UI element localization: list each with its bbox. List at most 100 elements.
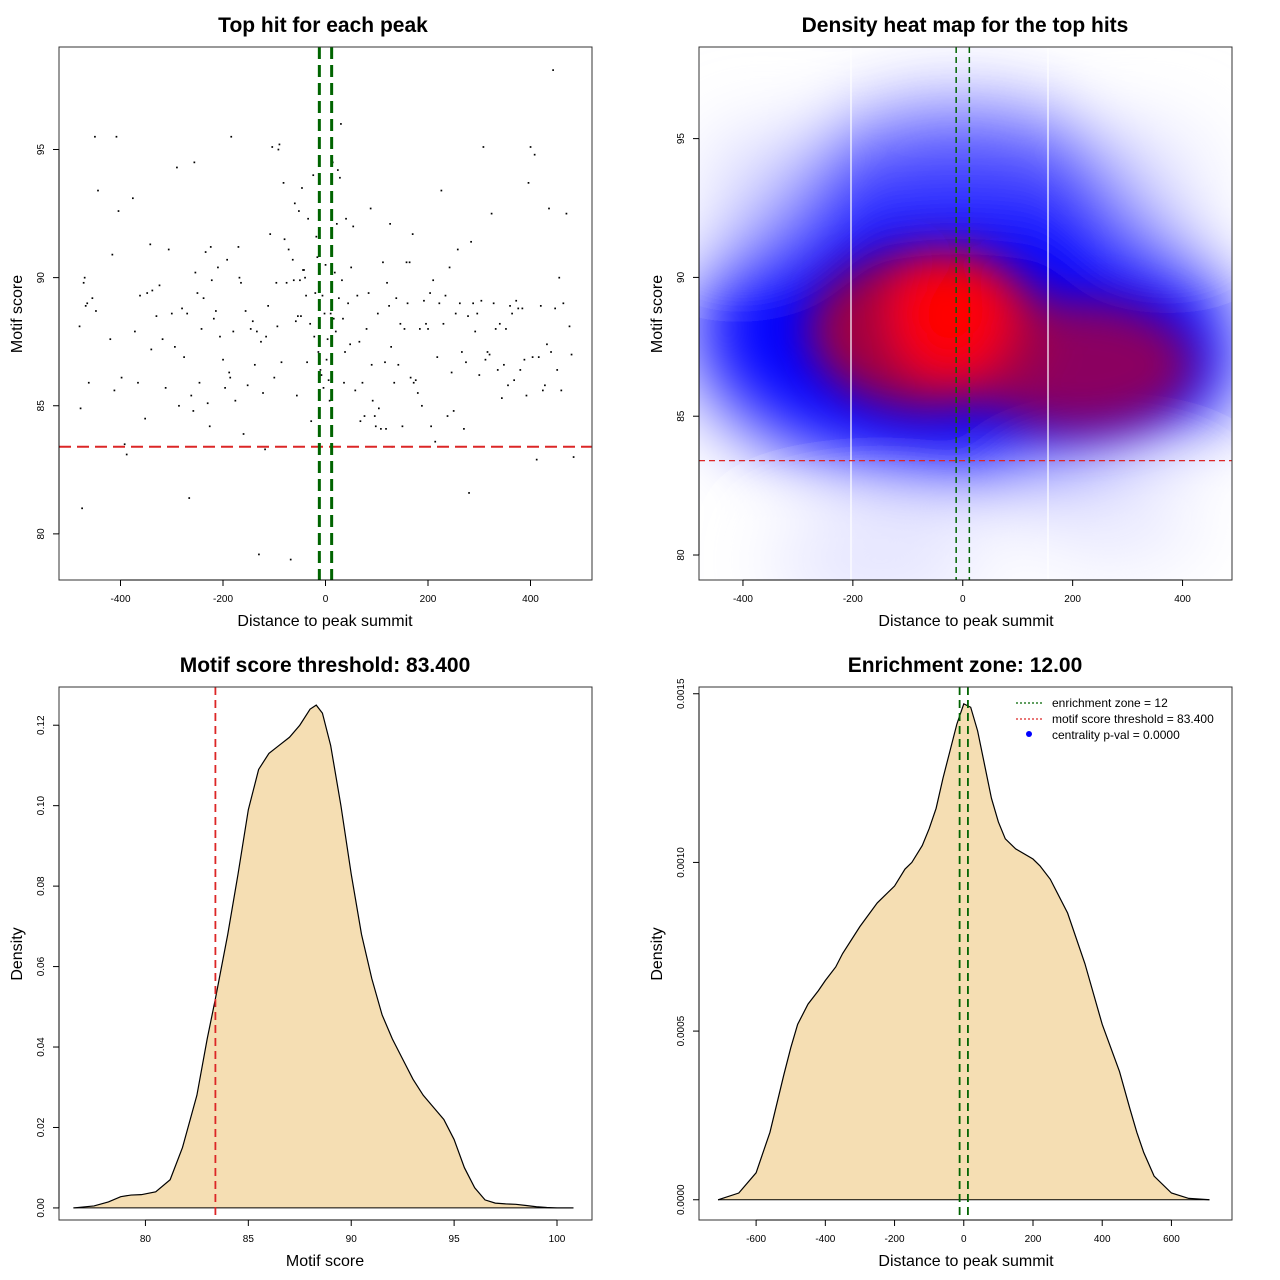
scatter-point bbox=[292, 279, 295, 282]
scatter-point bbox=[482, 146, 485, 148]
scatter-point bbox=[339, 176, 341, 179]
scatter-point bbox=[531, 356, 534, 358]
scatter-point bbox=[212, 317, 215, 320]
distance-density-panel: Enrichment zone: 12.00 -600 -400 -200 0 200 4… bbox=[649, 654, 1233, 1270]
y-axis: 80 85 90 95 bbox=[36, 144, 60, 539]
scatter-point bbox=[440, 189, 443, 192]
scatter-point bbox=[312, 174, 315, 177]
x-tick-label: 85 bbox=[243, 1234, 255, 1245]
scatter-point bbox=[535, 458, 538, 461]
scatter-point bbox=[338, 297, 340, 300]
y-tick-label: 0.06 bbox=[36, 956, 47, 976]
scatter-point bbox=[344, 351, 346, 353]
scatter-point bbox=[87, 381, 90, 384]
scatter-point bbox=[320, 374, 323, 376]
scatter-point bbox=[494, 328, 497, 330]
scatter-point bbox=[82, 281, 85, 284]
scatter-point bbox=[170, 312, 173, 315]
scatter-points bbox=[78, 69, 575, 561]
scatter-point bbox=[403, 328, 406, 330]
scatter-point bbox=[313, 335, 316, 338]
scatter-point bbox=[158, 284, 161, 287]
scatter-point bbox=[467, 315, 469, 317]
scatter-point bbox=[465, 361, 467, 364]
scatter-point bbox=[310, 420, 313, 423]
scatter-point bbox=[296, 394, 298, 397]
scatter-point bbox=[234, 399, 237, 402]
scatter-point bbox=[327, 379, 330, 382]
scatter-point bbox=[149, 243, 152, 246]
scatter-point bbox=[486, 351, 489, 353]
scatter-point bbox=[115, 135, 118, 138]
scatter-point bbox=[432, 279, 435, 282]
scatter-point bbox=[558, 276, 561, 279]
scatter-point bbox=[408, 261, 411, 264]
scatter-point bbox=[425, 322, 427, 325]
scatter-point bbox=[414, 379, 417, 382]
y-tick-label: 0.0005 bbox=[676, 1015, 687, 1046]
scatter-point bbox=[324, 264, 327, 266]
scatter-point bbox=[78, 325, 81, 328]
scatter-point bbox=[397, 363, 400, 366]
scatter-point bbox=[385, 428, 387, 430]
y-tick-label: 0.04 bbox=[36, 1037, 47, 1057]
scatter-point bbox=[315, 235, 318, 238]
scatter-point bbox=[363, 415, 366, 417]
scatter-point bbox=[523, 358, 526, 361]
scatter-point bbox=[289, 558, 292, 561]
scatter-point bbox=[352, 225, 355, 228]
scatter-point bbox=[492, 302, 495, 305]
scatter-point bbox=[224, 387, 226, 389]
scatter-point bbox=[83, 276, 86, 279]
y-tick-label: 90 bbox=[676, 271, 687, 283]
scatter-point bbox=[325, 358, 328, 361]
y-tick-label: 0.02 bbox=[36, 1117, 47, 1137]
scatter-point bbox=[321, 294, 324, 297]
scatter-point bbox=[299, 279, 301, 282]
scatter-point bbox=[238, 276, 241, 279]
scatter-point bbox=[544, 384, 546, 387]
x-tick-label: -200 bbox=[213, 594, 233, 605]
y-axis-label: Density bbox=[9, 927, 26, 980]
scatter-point bbox=[178, 404, 180, 407]
scatter-point bbox=[429, 292, 431, 294]
scatter-point bbox=[167, 248, 170, 251]
scatter-point bbox=[305, 294, 307, 297]
scatter-point bbox=[386, 281, 388, 284]
scatter-point bbox=[81, 507, 83, 510]
scatter-point bbox=[340, 123, 342, 125]
scatter-point bbox=[442, 322, 445, 325]
scatter-point bbox=[376, 312, 379, 315]
scatter-point bbox=[461, 351, 463, 353]
scatter-point bbox=[155, 315, 158, 317]
y-axis-label: Density bbox=[649, 927, 666, 980]
scatter-point bbox=[527, 182, 530, 184]
scatter-point bbox=[537, 356, 540, 358]
scatter-point bbox=[134, 330, 136, 333]
scatter-point bbox=[237, 246, 240, 248]
y-axis: 0.00 0.02 0.04 0.06 0.08 0.10 0.12 bbox=[36, 715, 60, 1218]
scatter-panel: Top hit for each peak -400 -200 0 200 400 80… bbox=[9, 14, 593, 630]
scatter-point bbox=[371, 399, 374, 402]
y-tick-label: 0.0000 bbox=[676, 1184, 687, 1215]
scatter-point bbox=[271, 146, 274, 148]
scatter-point bbox=[343, 381, 345, 384]
scatter-point bbox=[120, 376, 123, 379]
scatter-point bbox=[373, 415, 376, 417]
scatter-point bbox=[316, 256, 319, 259]
scatter-point bbox=[572, 456, 575, 458]
scatter-point bbox=[267, 305, 269, 307]
x-axis-label: Motif score bbox=[286, 1253, 364, 1270]
scatter-point bbox=[378, 407, 380, 410]
x-tick-label: 200 bbox=[1025, 1234, 1042, 1245]
x-axis: -400 -200 0 200 400 bbox=[733, 579, 1191, 605]
scatter-point bbox=[151, 289, 154, 292]
scatter-point bbox=[501, 397, 503, 399]
scatter-point bbox=[265, 335, 267, 338]
scatter-point bbox=[164, 387, 167, 389]
scatter-point bbox=[84, 305, 87, 307]
scatter-point bbox=[328, 399, 331, 402]
scatter-point bbox=[302, 269, 304, 271]
x-tick-label: -400 bbox=[110, 594, 130, 605]
